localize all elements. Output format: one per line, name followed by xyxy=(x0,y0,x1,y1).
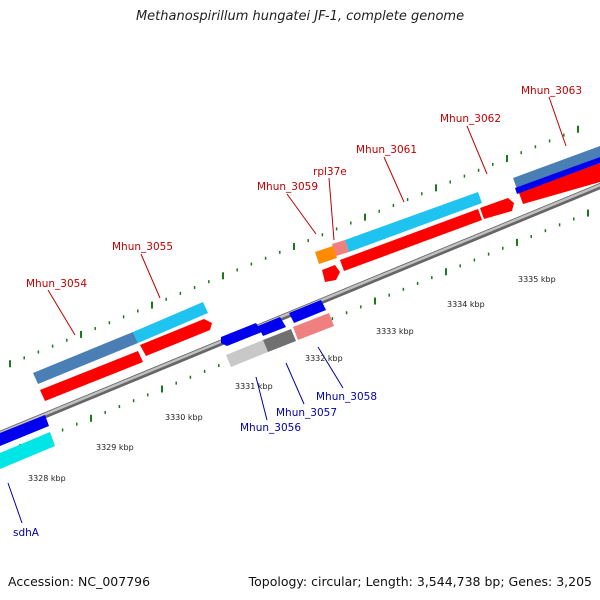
gene-label-mhun3057[interactable]: Mhun_3057 xyxy=(276,407,337,419)
cds-arrow-mhun3062[interactable] xyxy=(480,198,514,219)
label-leaders xyxy=(7,96,567,524)
scale-label: 3328 kbp xyxy=(28,474,66,483)
cds-arrow-mhun3058[interactable] xyxy=(289,300,326,323)
reverse-gene-track xyxy=(0,300,334,469)
gene-bar-sdha[interactable] xyxy=(0,432,55,469)
gene-bar-mhun3058[interactable] xyxy=(293,313,334,340)
cds-arrow-mhun3055[interactable] xyxy=(140,319,212,356)
cds-arrow-mhun3054[interactable] xyxy=(40,351,143,401)
cds-arrow-sdha[interactable] xyxy=(0,415,49,446)
genome-summary-text: Topology: circular; Length: 3,544,738 bp… xyxy=(248,574,592,589)
forward-gene-labels: Mhun_3054 Mhun_3055 Mhun_3059 rpl37e Mhu… xyxy=(26,85,582,290)
scale-label: 3335 kbp xyxy=(518,275,556,284)
gene-label-mhun3056[interactable]: Mhun_3056 xyxy=(240,422,301,434)
scale-ticks-upper xyxy=(9,125,579,368)
gene-bar-mhun3056[interactable] xyxy=(226,340,268,367)
page-title: Methanospirillum hungatei JF-1, complete… xyxy=(135,9,465,24)
gene-label-mhun3063[interactable]: Mhun_3063 xyxy=(521,85,582,97)
cds-arrow-mhun3056[interactable] xyxy=(221,323,262,346)
cds-arrow-mhun3063[interactable] xyxy=(519,163,600,204)
accession-text: Accession: NC_007796 xyxy=(8,574,151,589)
gene-bar-mhun3055[interactable] xyxy=(133,302,208,343)
scale-label: 3329 kbp xyxy=(96,443,134,452)
gene-label-rpl37e[interactable]: rpl37e xyxy=(313,166,347,178)
scale-label: 3332 kbp xyxy=(305,354,343,363)
scale-labels: 3328 kbp 3329 kbp 3330 kbp 3331 kbp 3332… xyxy=(28,275,556,483)
gene-bar-mhun3059[interactable] xyxy=(315,246,337,264)
forward-cds-track xyxy=(40,157,600,401)
gene-bar-mhun3054[interactable] xyxy=(33,332,138,384)
gene-bar-mhun3063-dark xyxy=(515,157,600,194)
scale-label: 3334 kbp xyxy=(447,300,485,309)
cds-arrow-mhun3061[interactable] xyxy=(340,209,482,271)
gene-label-sdha[interactable]: sdhA xyxy=(13,527,40,539)
gene-bar-mhun3057[interactable] xyxy=(263,329,296,352)
gene-bar-mhun3061[interactable] xyxy=(345,192,482,252)
gene-bar-mhun3063[interactable] xyxy=(513,146,600,189)
scale-label: 3333 kbp xyxy=(376,327,414,336)
gene-bar-rpl37e[interactable] xyxy=(332,240,349,256)
gene-label-mhun3059[interactable]: Mhun_3059 xyxy=(257,181,318,193)
scale-label: 3331 kbp xyxy=(235,382,273,391)
reverse-gene-labels: sdhA Mhun_3056 Mhun_3057 Mhun_3058 xyxy=(13,391,377,539)
gene-label-mhun3054[interactable]: Mhun_3054 xyxy=(26,278,87,290)
scale-label: 3330 kbp xyxy=(165,413,203,422)
gene-label-mhun3058[interactable]: Mhun_3058 xyxy=(316,391,377,403)
forward-gene-track xyxy=(33,146,600,384)
gene-label-mhun3061[interactable]: Mhun_3061 xyxy=(356,144,417,156)
gene-label-mhun3062[interactable]: Mhun_3062 xyxy=(440,113,501,125)
cds-arrow-mhun3059[interactable] xyxy=(322,265,340,282)
gene-label-mhun3055[interactable]: Mhun_3055 xyxy=(112,241,173,253)
cds-arrow-mhun3057[interactable] xyxy=(258,317,286,336)
